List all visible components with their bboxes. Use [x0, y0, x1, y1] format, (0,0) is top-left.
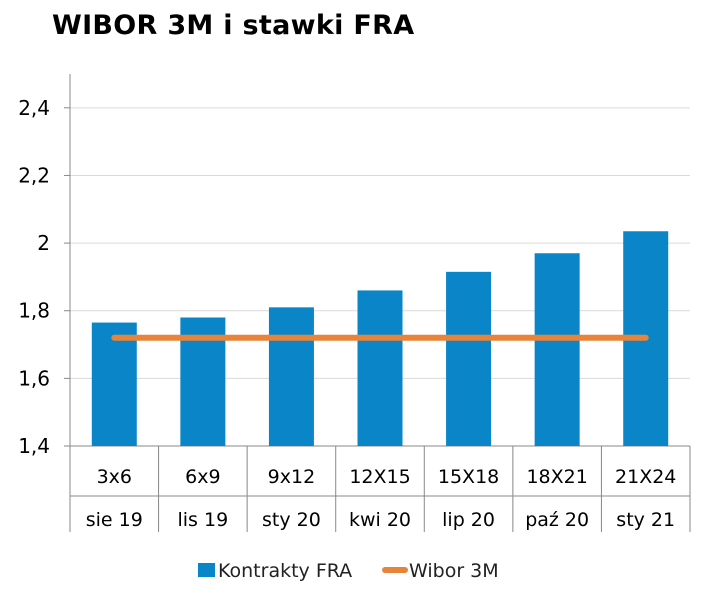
- y-tick-label: 2: [37, 231, 50, 255]
- x-subcategory-label: lip 20: [442, 509, 495, 531]
- x-category-label: 3x6: [97, 466, 132, 488]
- legend: Kontrakty FRA Wibor 3M: [198, 560, 499, 582]
- x-subcategory-label: sty 21: [616, 509, 675, 531]
- legend-label: Wibor 3M: [409, 560, 499, 582]
- y-tick-label: 1,8: [18, 299, 50, 323]
- bar: [357, 290, 403, 446]
- x-subcategory-label: sty 20: [262, 509, 321, 531]
- bar: [91, 322, 137, 446]
- bar: [446, 271, 492, 446]
- y-tick-label: 2,4: [18, 96, 50, 120]
- x-category-label: 9x12: [268, 466, 316, 488]
- x-category-label: 21X24: [615, 466, 676, 488]
- y-tick-label: 2,2: [18, 163, 50, 187]
- x-category-label: 6x9: [185, 466, 220, 488]
- x-category-label: 18X21: [526, 466, 587, 488]
- y-tick-label: 1,6: [18, 366, 50, 390]
- x-subcategory-label: paź 20: [525, 509, 589, 531]
- x-category-label: 12X15: [349, 466, 410, 488]
- legend-label: Kontrakty FRA: [218, 560, 352, 582]
- x-subcategory-label: kwi 20: [349, 509, 411, 531]
- bar: [534, 253, 580, 446]
- x-subcategory-label: sie 19: [86, 509, 143, 531]
- x-axis-categories: 3x6 sie 19 6x9 lis 19 9x12 sty 20 12X15 kwi 20 1…: [86, 466, 677, 531]
- x-category-label: 15X18: [438, 466, 499, 488]
- x-subcategory-label: lis 19: [178, 509, 229, 531]
- bar: [268, 307, 314, 446]
- y-axis-ticks: 1,4 1,6 1,8 2 2,2 2,4: [18, 96, 50, 458]
- y-tick-label: 1,4: [18, 434, 50, 458]
- chart-title: WIBOR 3M i stawki FRA: [52, 10, 415, 41]
- legend-swatch-bar: [198, 563, 215, 577]
